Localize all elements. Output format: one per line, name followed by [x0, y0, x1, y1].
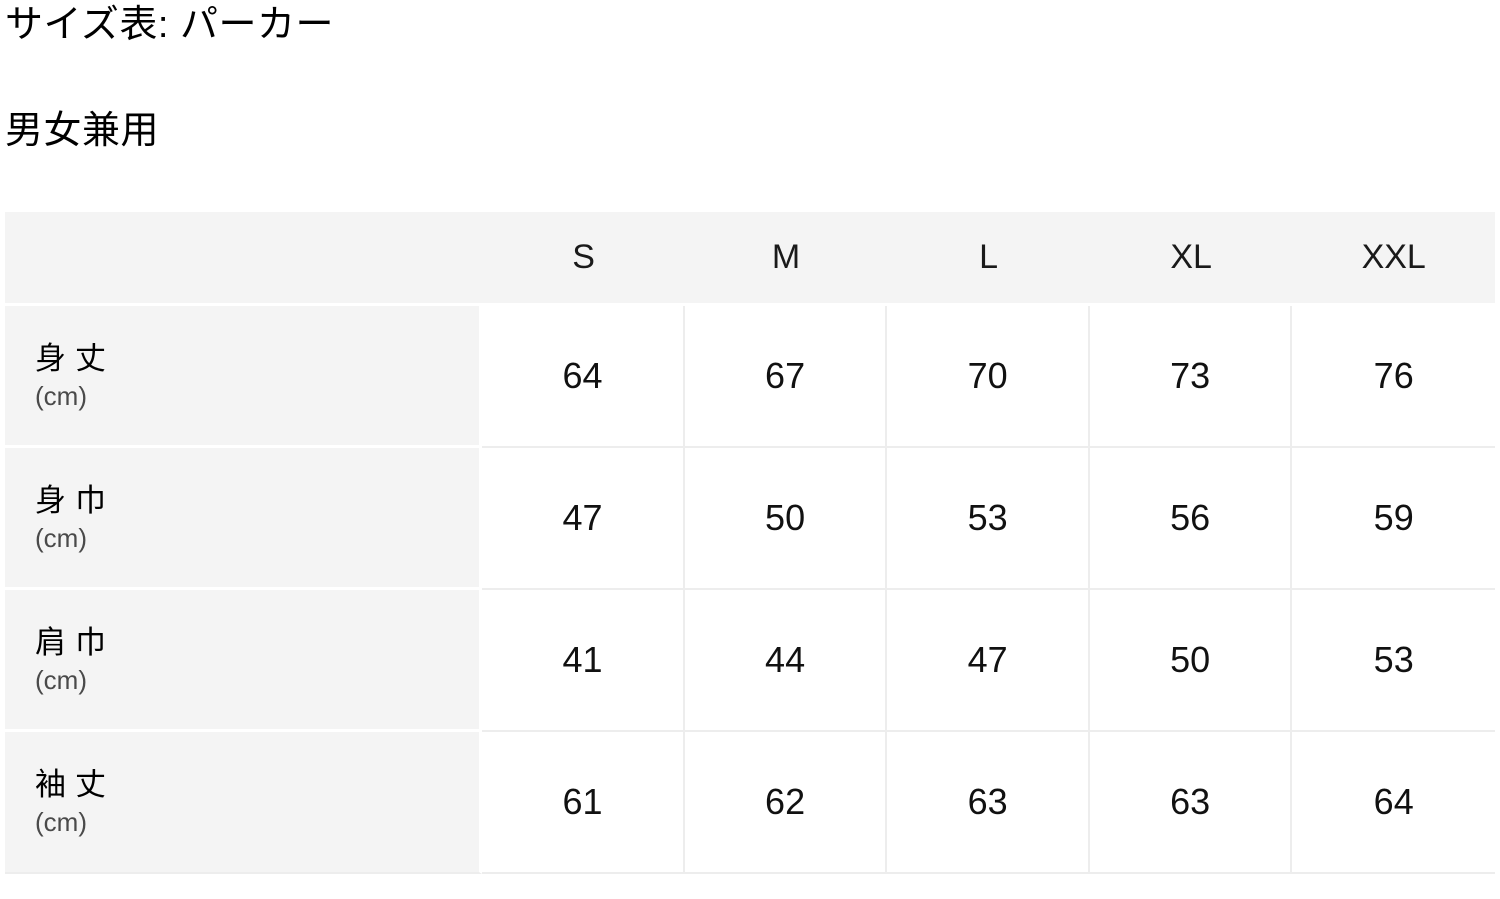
row-unit-text: (cm) — [35, 522, 87, 553]
size-table: S M L XL XXL 身丈 (cm) 64 67 70 73 — [5, 212, 1495, 874]
cell-value: 64 — [482, 306, 685, 448]
cell-value: 63 — [887, 732, 1090, 874]
header-cell-s: S — [482, 212, 685, 306]
row-label-text: 肩巾 — [35, 624, 115, 660]
cell-value: 64 — [1292, 732, 1495, 874]
cell-value: 62 — [684, 732, 888, 874]
header-cell-m: M — [684, 212, 888, 306]
header-cell-xl: XL — [1089, 212, 1293, 306]
cell-value: 70 — [887, 306, 1090, 448]
header-cell-xxl: XXL — [1292, 212, 1495, 306]
page-subtitle: 男女兼用 — [5, 110, 160, 152]
row-unit-text: (cm) — [35, 807, 87, 837]
row-unit-text: (cm) — [35, 664, 87, 695]
cell-value: 63 — [1089, 732, 1293, 874]
table-header: S M L XL XXL — [5, 212, 1495, 306]
row-label-text: 袖丈 — [35, 767, 115, 802]
cell-value: 44 — [684, 590, 888, 732]
header-cell-l: L — [887, 212, 1090, 306]
row-label-text: 身巾 — [35, 482, 115, 518]
table-row: 袖丈 (cm) 61 62 63 63 64 — [5, 732, 1495, 874]
table-row: 身巾 (cm) 47 50 53 56 59 — [5, 448, 1495, 590]
row-label-cell: 肩巾 (cm) — [5, 590, 483, 732]
cell-value: 50 — [684, 448, 888, 590]
cell-value: 76 — [1292, 306, 1495, 448]
row-label-cell: 身巾 (cm) — [5, 448, 483, 590]
table-header-row: S M L XL XXL — [5, 212, 1495, 306]
cell-value: 47 — [482, 448, 685, 590]
cell-value: 61 — [482, 732, 685, 874]
cell-value: 50 — [1089, 590, 1293, 732]
row-label-cell: 身丈 (cm) — [5, 306, 483, 448]
cell-value: 67 — [684, 306, 888, 448]
size-table-container: S M L XL XXL 身丈 (cm) 64 67 70 73 — [5, 212, 1495, 874]
row-label-text: 身丈 — [35, 340, 115, 376]
row-label-cell: 袖丈 (cm) — [5, 732, 483, 874]
header-cell-measurement — [5, 212, 483, 306]
cell-value: 53 — [887, 448, 1090, 590]
cell-value: 73 — [1089, 306, 1293, 448]
cell-value: 59 — [1292, 448, 1495, 590]
row-unit-text: (cm) — [35, 380, 87, 411]
table-body: 身丈 (cm) 64 67 70 73 76 身巾 (cm) 47 50 — [5, 306, 1495, 874]
table-row: 身丈 (cm) 64 67 70 73 76 — [5, 306, 1495, 448]
cell-value: 56 — [1089, 448, 1293, 590]
table-row: 肩巾 (cm) 41 44 47 50 53 — [5, 590, 1495, 732]
cell-value: 47 — [887, 590, 1090, 732]
cell-value: 53 — [1292, 590, 1495, 732]
cell-value: 41 — [482, 590, 685, 732]
page-title: サイズ表: パーカー — [5, 4, 334, 46]
